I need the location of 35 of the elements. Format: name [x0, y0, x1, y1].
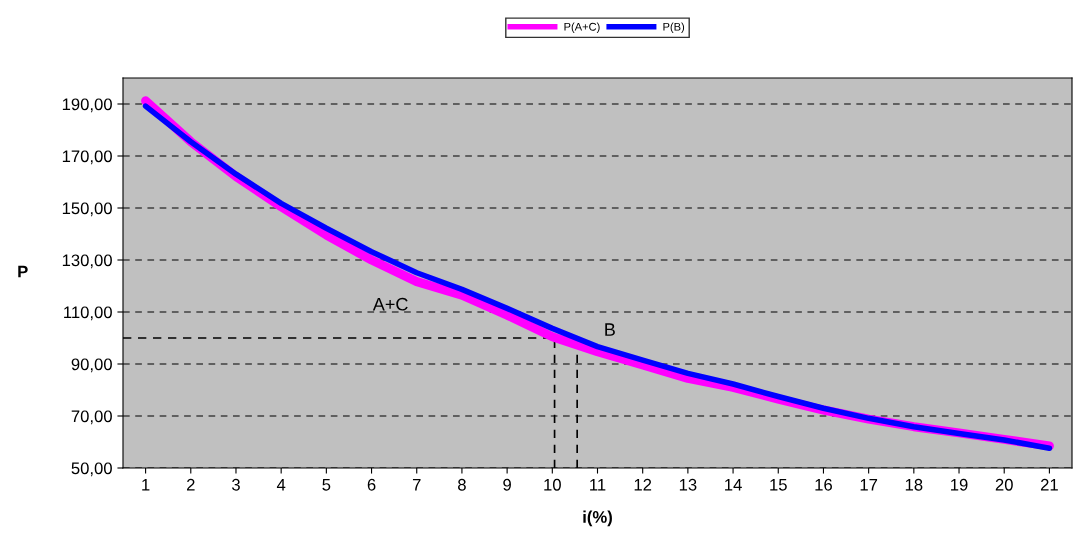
x-tick-label: 15: [770, 479, 787, 491]
x-tick-label: 2: [186, 478, 195, 491]
y-tick-label: 150,00: [62, 202, 112, 217]
x-tick-label: 18: [905, 478, 923, 491]
annotation: B: [605, 323, 615, 336]
x-tick-label: 1: [142, 479, 150, 491]
x-tick-label: 13: [679, 478, 697, 491]
x-tick-label: 7: [412, 479, 421, 491]
y-tick-label: 70,00: [71, 410, 112, 425]
x-tick-label: 5: [322, 479, 331, 491]
annotation: A+C: [372, 297, 408, 311]
y-tick-label: 190,00: [62, 98, 112, 113]
x-tick-label: 17: [860, 479, 878, 491]
x-tick-label: 10: [544, 478, 561, 491]
y-tick-label: 130,00: [62, 254, 112, 269]
x-tick-label: 20: [995, 478, 1013, 491]
legend-label: P(A+C): [564, 22, 600, 33]
x-tick-label: 3: [231, 478, 240, 491]
x-tick-label: 21: [1040, 478, 1058, 491]
y-tick-label: 90,00: [71, 358, 112, 373]
x-tick-label: 6: [367, 478, 376, 491]
y-tick-label: 170,00: [62, 150, 112, 165]
y-tick-label: 110,00: [64, 306, 112, 321]
x-tick-label: 8: [458, 478, 466, 491]
y-axis-title: P: [18, 265, 28, 278]
legend-label: P(B): [663, 22, 685, 33]
x-tick-label: 19: [951, 478, 968, 491]
x-tick-label: 11: [590, 479, 606, 491]
x-tick-label: 4: [276, 479, 286, 491]
x-tick-label: 14: [725, 479, 742, 491]
x-tick-label: 16: [815, 478, 832, 491]
y-tick-label: 50,00: [71, 462, 112, 477]
x-axis-title: i(%): [583, 510, 612, 527]
x-tick-label: 12: [634, 478, 652, 491]
x-tick-label: 9: [503, 478, 511, 491]
